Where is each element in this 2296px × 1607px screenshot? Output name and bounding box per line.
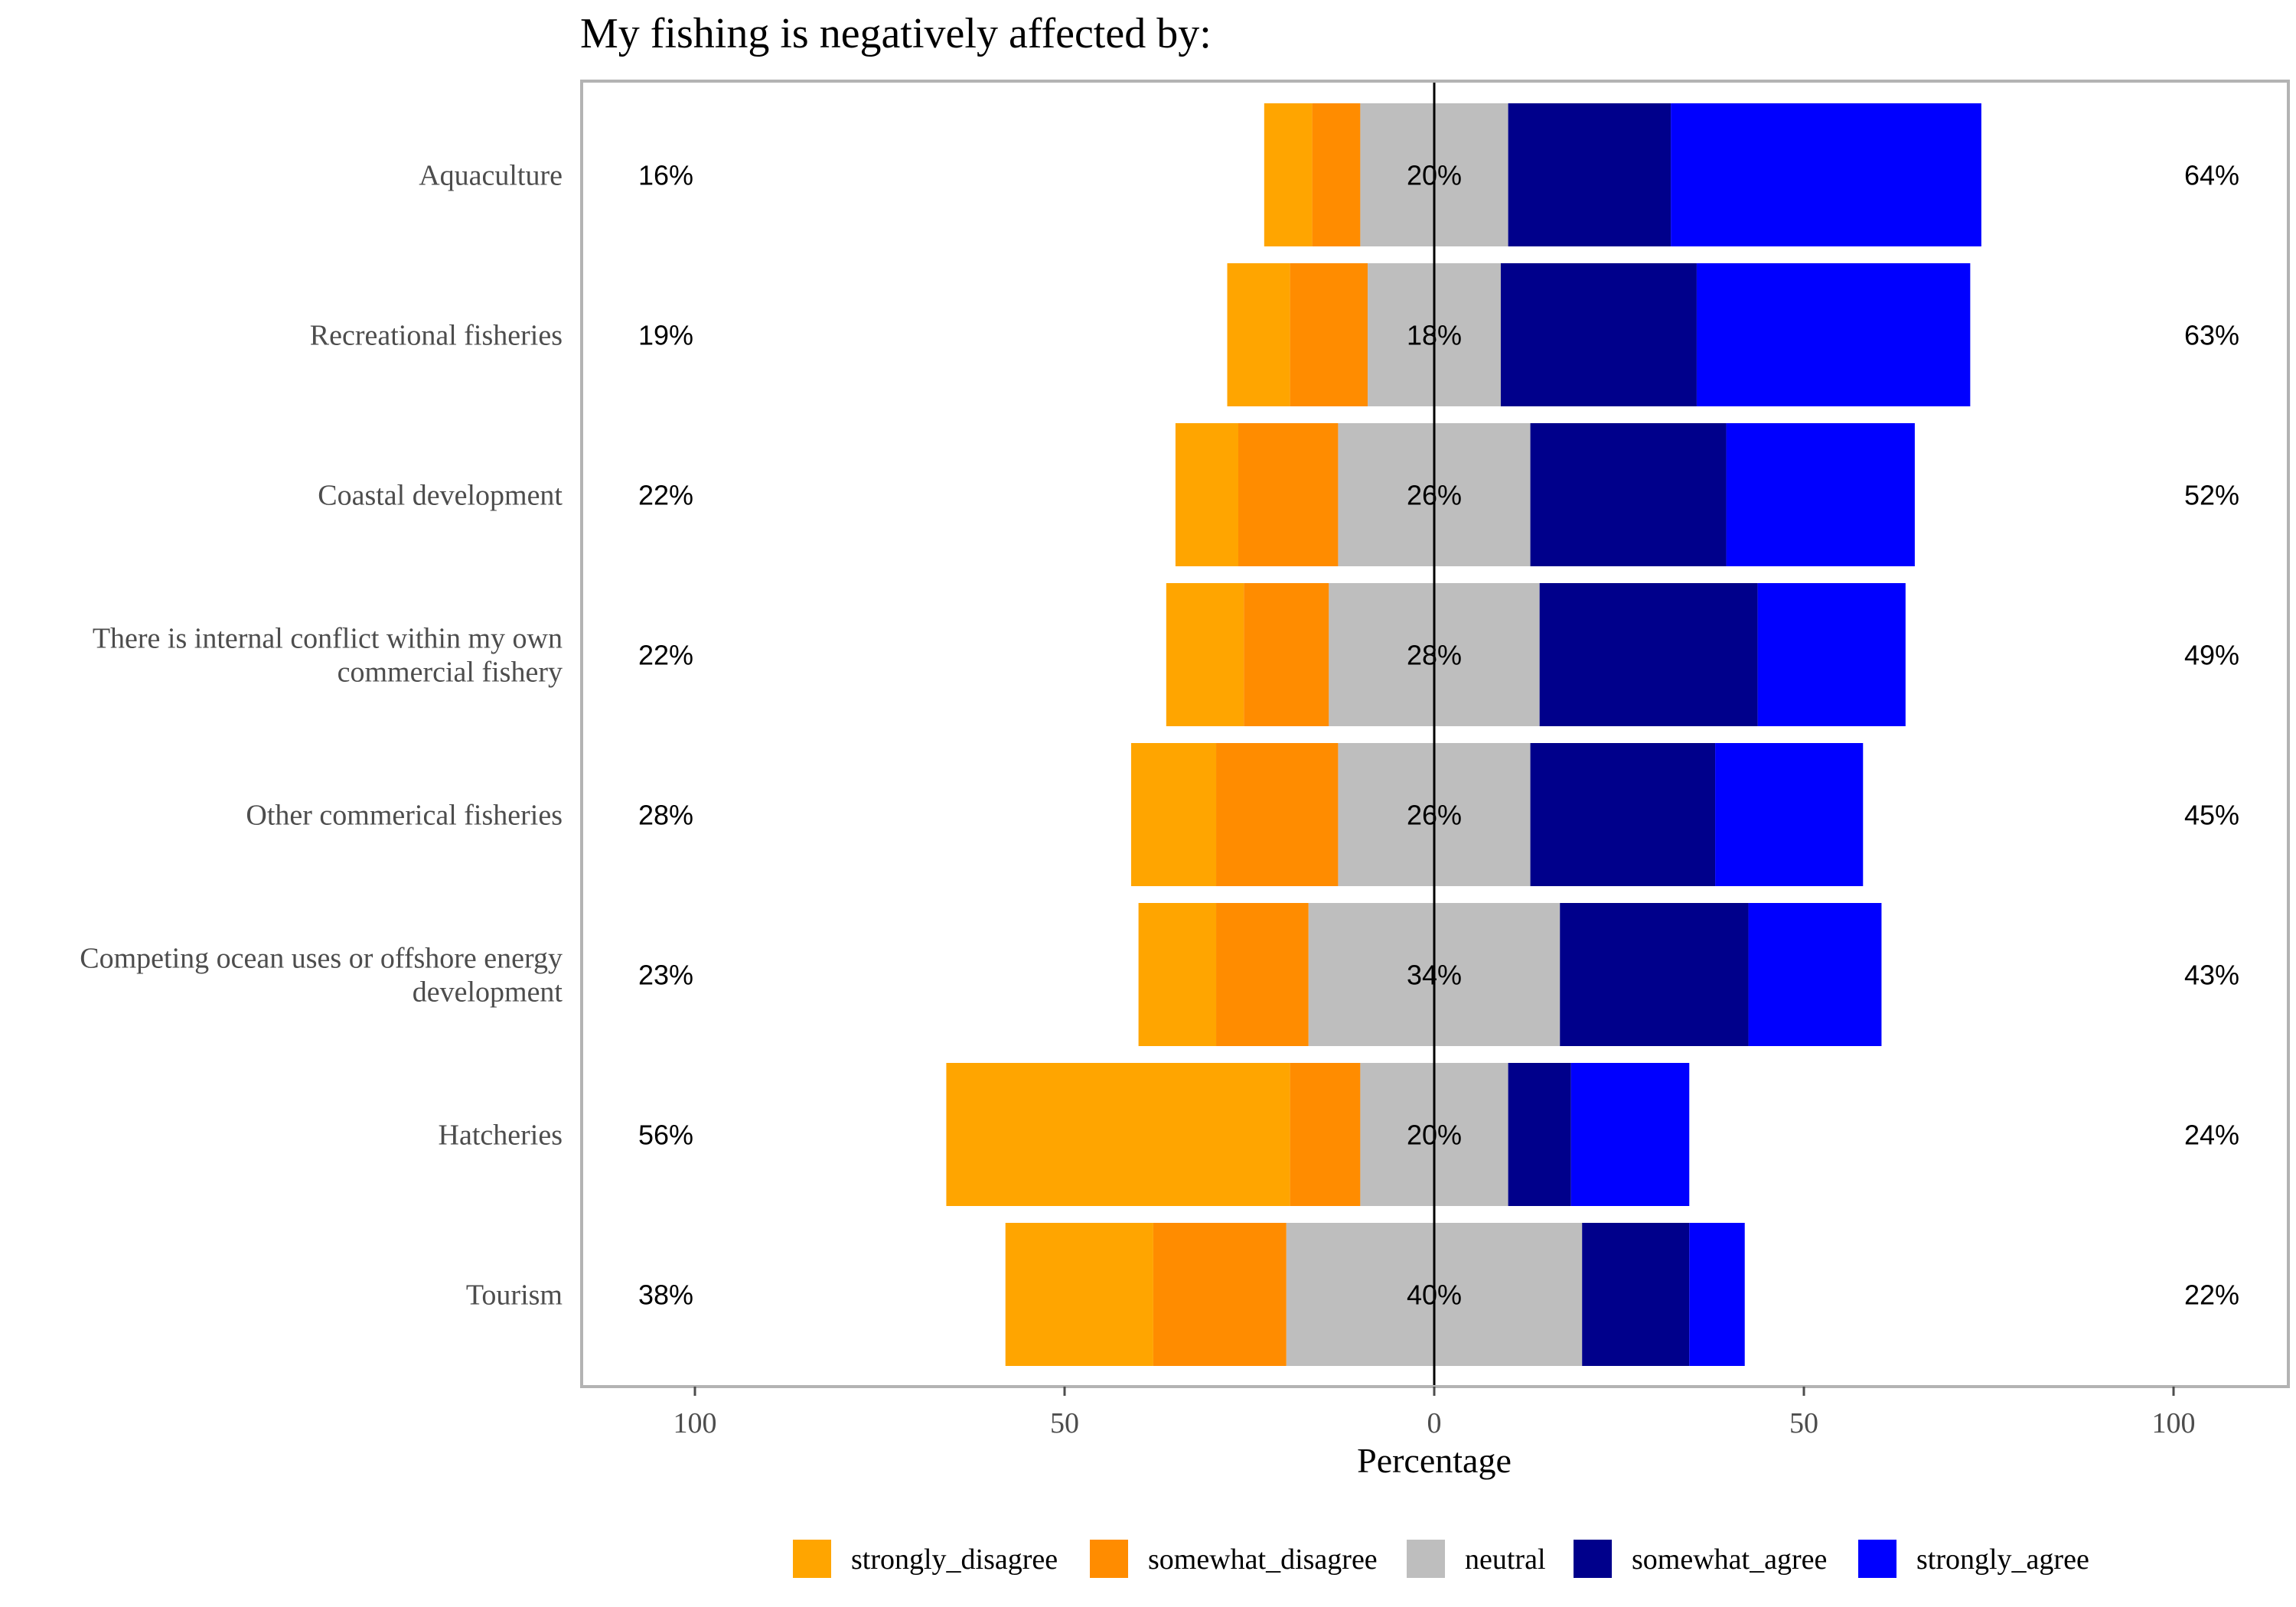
bar-strongly-disagree xyxy=(1227,263,1290,406)
bar-somewhat-disagree xyxy=(1238,423,1339,566)
left-percent-label: 56% xyxy=(638,1120,693,1151)
bar-strongly-agree xyxy=(1570,1063,1690,1206)
legend-label-strongly-disagree: strongly_disagree xyxy=(851,1543,1058,1576)
category-label: Recreational fisheries xyxy=(310,320,563,352)
right-percent-label: 45% xyxy=(2184,800,2239,831)
legend-label-strongly-agree: strongly_agree xyxy=(1916,1543,2089,1576)
neutral-percent-label: 34% xyxy=(1407,960,1462,991)
bar-strongly-agree xyxy=(1696,263,1971,406)
bar-somewhat-agree xyxy=(1560,903,1749,1046)
category-label: Aquaculture xyxy=(419,160,563,192)
neutral-percent-label: 20% xyxy=(1407,1120,1462,1151)
legend-label-somewhat-disagree: somewhat_disagree xyxy=(1148,1543,1378,1576)
bar-strongly-disagree xyxy=(1175,423,1239,566)
bar-somewhat-agree xyxy=(1539,583,1758,726)
value-labels: 16% 20% 64% 19% 18% 63% 22% 26% 52% 22% 28% 49% 28% 2… xyxy=(638,160,2239,1311)
neutral-percent-label: 18% xyxy=(1407,320,1462,351)
bar-strongly-disagree xyxy=(946,1063,1290,1206)
left-percent-label: 16% xyxy=(638,160,693,191)
bar-somewhat-disagree xyxy=(1290,1063,1361,1206)
x-tick-label: 50 xyxy=(1789,1407,1818,1439)
left-percent-label: 28% xyxy=(638,800,693,831)
left-percent-label: 38% xyxy=(638,1279,693,1311)
left-percent-label: 23% xyxy=(638,960,693,991)
bar-strongly-agree xyxy=(1671,103,1981,246)
category-label: Other commerical fisheries xyxy=(246,800,563,832)
right-percent-label: 22% xyxy=(2184,1279,2239,1311)
category-label: Competing ocean uses or offshore energy d… xyxy=(80,943,563,1009)
right-percent-label: 64% xyxy=(2184,160,2239,191)
x-axis: 100 50 0 50 100 xyxy=(673,1387,2196,1439)
bar-somewhat-agree xyxy=(1530,423,1727,566)
bar-somewhat-disagree xyxy=(1244,583,1329,726)
legend: strongly_disagree somewhat_disagree neutra… xyxy=(793,1540,2089,1578)
legend-swatch-strongly-agree xyxy=(1858,1540,1896,1578)
category-label: Tourism xyxy=(466,1279,563,1312)
bars-layer xyxy=(946,103,1981,1366)
bar-strongly-agree xyxy=(1757,583,1906,726)
bar-strongly-disagree xyxy=(1130,743,1217,886)
bar-strongly-agree xyxy=(1726,423,1915,566)
bar-somewhat-disagree xyxy=(1290,263,1368,406)
neutral-percent-label: 28% xyxy=(1407,640,1462,671)
bar-strongly-agree xyxy=(1689,1223,1745,1366)
right-percent-label: 24% xyxy=(2184,1120,2239,1151)
bar-strongly-disagree xyxy=(1166,583,1244,726)
category-label: Coastal development xyxy=(318,480,563,512)
x-tick-label: 50 xyxy=(1050,1407,1079,1439)
category-label: There is internal conflict within my own… xyxy=(93,623,563,689)
neutral-percent-label: 26% xyxy=(1407,800,1462,831)
bar-somewhat-agree xyxy=(1582,1223,1690,1366)
x-tick-label: 100 xyxy=(673,1407,717,1439)
right-percent-label: 52% xyxy=(2184,480,2239,511)
bar-somewhat-disagree xyxy=(1216,743,1339,886)
x-axis-title: Percentage xyxy=(1357,1441,1512,1480)
bar-somewhat-agree xyxy=(1500,263,1697,406)
right-percent-label: 49% xyxy=(2184,640,2239,671)
legend-label-neutral: neutral xyxy=(1465,1543,1546,1576)
legend-swatch-strongly-disagree xyxy=(793,1540,831,1578)
neutral-percent-label: 26% xyxy=(1407,480,1462,511)
x-tick-label: 0 xyxy=(1427,1407,1442,1439)
neutral-percent-label: 20% xyxy=(1407,160,1462,191)
bar-somewhat-disagree xyxy=(1153,1223,1287,1366)
left-percent-label: 19% xyxy=(638,320,693,351)
bar-strongly-disagree xyxy=(1138,903,1217,1046)
legend-swatch-neutral xyxy=(1407,1540,1445,1578)
bar-strongly-agree xyxy=(1748,903,1882,1046)
bar-somewhat-disagree xyxy=(1216,903,1309,1046)
bar-strongly-agree xyxy=(1715,743,1864,886)
bar-somewhat-agree xyxy=(1508,1063,1571,1206)
legend-swatch-somewhat-agree xyxy=(1574,1540,1612,1578)
x-tick-label: 100 xyxy=(2152,1407,2196,1439)
chart-title: My fishing is negatively affected by: xyxy=(580,10,1212,57)
bar-strongly-disagree xyxy=(1005,1223,1153,1366)
legend-swatch-somewhat-disagree xyxy=(1090,1540,1128,1578)
right-percent-label: 63% xyxy=(2184,320,2239,351)
category-label: Hatcheries xyxy=(439,1120,563,1152)
right-percent-label: 43% xyxy=(2184,960,2239,991)
neutral-percent-label: 40% xyxy=(1407,1279,1462,1311)
bar-somewhat-agree xyxy=(1530,743,1716,886)
bar-somewhat-disagree xyxy=(1312,103,1361,246)
category-labels: Aquaculture Recreational fisheries Coastal… xyxy=(80,160,563,1312)
legend-label-somewhat-agree: somewhat_agree xyxy=(1632,1543,1827,1576)
bar-strongly-disagree xyxy=(1264,103,1313,246)
left-percent-label: 22% xyxy=(638,640,693,671)
left-percent-label: 22% xyxy=(638,480,693,511)
bar-somewhat-agree xyxy=(1508,103,1671,246)
